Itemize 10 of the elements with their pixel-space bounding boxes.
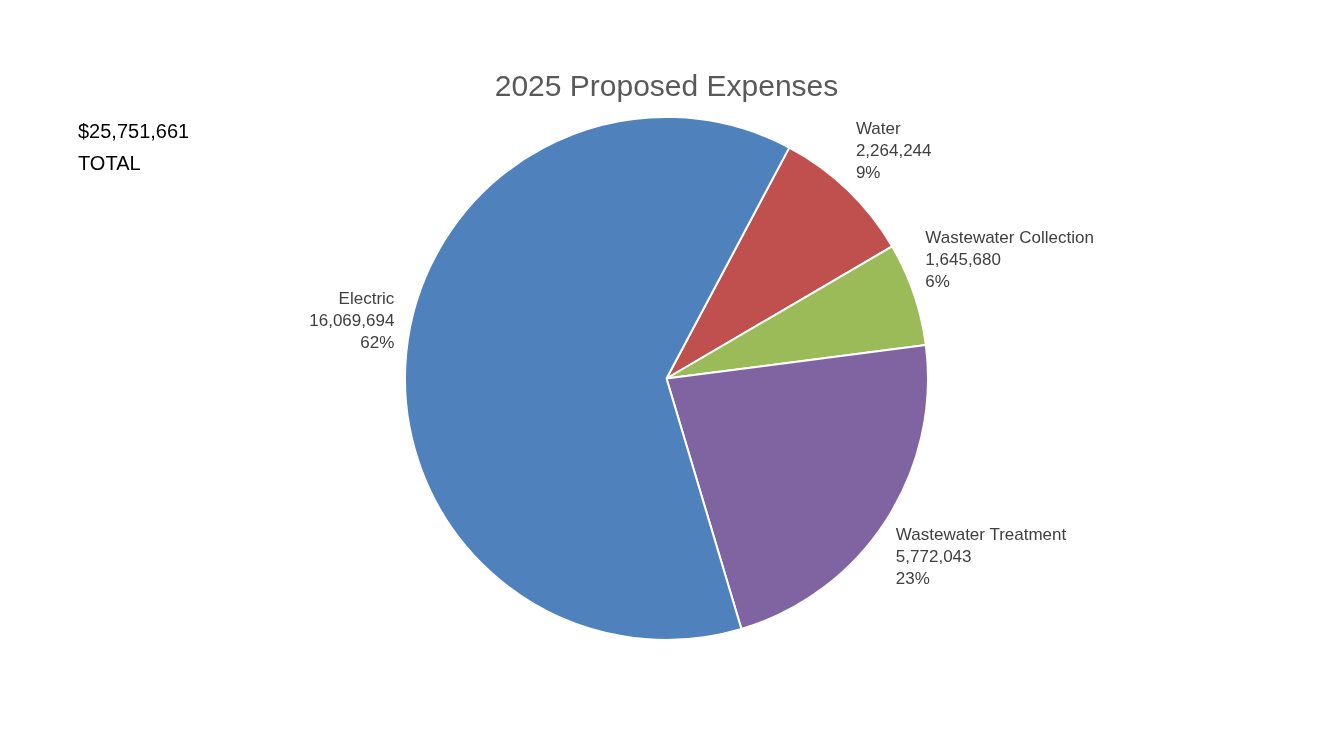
slice-label: Electric — [338, 289, 395, 309]
slice-label: Water — [855, 118, 901, 138]
data-label: 16,069,694 62% — [309, 311, 395, 353]
data-label: 2,264,244 9% — [855, 140, 932, 182]
text: $25,751,661 TOTAL — [78, 119, 190, 174]
data-label: 5,772,043 23% — [895, 547, 972, 589]
chart-title: 2025 Proposed Expenses — [494, 69, 839, 103]
slice-label: Wastewater Collection — [925, 227, 1094, 247]
slice-label: Wastewater Treatment — [895, 525, 1067, 545]
data-label: 1,645,680 6% — [925, 249, 1001, 291]
